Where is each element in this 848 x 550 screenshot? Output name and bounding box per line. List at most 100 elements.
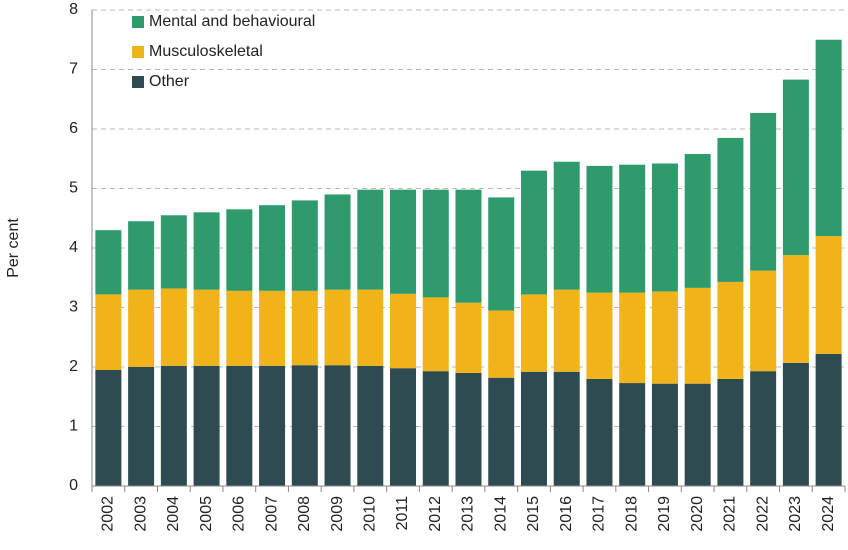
legend-label: Musculoskeletal <box>149 43 263 60</box>
bar-segment <box>782 362 809 486</box>
x-tick-label: 2019 <box>656 496 673 532</box>
bar-segment <box>357 189 384 290</box>
x-tick-label: 2006 <box>231 496 248 532</box>
bar-segment <box>422 297 449 372</box>
legend-label: Mental and behavioural <box>149 13 315 30</box>
bar-segment <box>619 164 646 293</box>
x-tick-label: 2004 <box>165 496 182 532</box>
x-tick-label: 2012 <box>427 496 444 532</box>
bar-segment <box>488 377 515 486</box>
bar-segment <box>488 310 515 378</box>
bar-segment <box>324 194 351 290</box>
bar-segment <box>488 197 515 311</box>
y-tick-label: 8 <box>69 1 78 18</box>
bar-segment <box>193 365 220 486</box>
bar-segment <box>815 353 842 486</box>
bar-segment <box>291 200 318 291</box>
bar-segment <box>128 367 155 486</box>
y-tick-label: 5 <box>69 180 78 197</box>
bar-segment <box>815 39 842 237</box>
y-tick-label: 2 <box>69 358 78 375</box>
bar-segment <box>684 287 711 384</box>
legend-swatch <box>132 76 144 88</box>
bar-segment <box>422 189 449 298</box>
x-tick-label: 2002 <box>100 496 117 532</box>
bar-segment <box>782 255 809 363</box>
x-tick-label: 2020 <box>689 496 706 532</box>
bar-segment <box>520 170 547 295</box>
bar-segment <box>324 289 351 366</box>
y-tick-label: 0 <box>69 477 78 494</box>
x-tick-label: 2007 <box>263 496 280 532</box>
bar-segment <box>226 209 253 291</box>
x-tick-label: 2011 <box>394 496 411 531</box>
x-tick-label: 2010 <box>362 496 379 532</box>
x-tick-label: 2023 <box>787 496 804 532</box>
bar-segment <box>95 294 122 370</box>
bar-segment <box>128 221 155 290</box>
y-tick-label: 6 <box>69 120 78 137</box>
bar-segment <box>390 189 417 294</box>
x-tick-label: 2003 <box>132 496 149 532</box>
bar-segment <box>422 371 449 486</box>
bar-segment <box>750 270 777 372</box>
legend-label: Other <box>149 73 190 90</box>
bar-segment <box>717 281 744 379</box>
bar-segment <box>128 289 155 367</box>
bar-segment <box>651 383 678 486</box>
bar-segment <box>259 205 286 291</box>
x-tick-label: 2017 <box>591 496 608 532</box>
bar-segment <box>553 161 580 290</box>
bar-segment <box>750 371 777 486</box>
x-tick-label: 2024 <box>820 496 837 532</box>
bar-segment <box>357 365 384 486</box>
bar-segment <box>324 365 351 486</box>
bar-segment <box>684 153 711 288</box>
bar-segment <box>619 383 646 486</box>
bar-segment <box>651 291 678 384</box>
bar-segment <box>815 236 842 354</box>
x-tick-label: 2005 <box>198 496 215 532</box>
bar-segment <box>750 112 777 271</box>
bar-segment <box>586 165 613 293</box>
x-tick-label: 2015 <box>525 496 542 532</box>
bar-segment <box>684 383 711 486</box>
bar-segment <box>619 292 646 384</box>
bar-segment <box>259 290 286 366</box>
bar-segment <box>160 288 187 366</box>
bar-segment <box>651 163 678 292</box>
x-tick-label: 2008 <box>296 496 313 532</box>
bar-segment <box>390 368 417 486</box>
bar-segment <box>553 371 580 486</box>
x-tick-label: 2022 <box>754 496 771 532</box>
x-tick-label: 2016 <box>558 496 575 532</box>
bar-segment <box>226 290 253 366</box>
bar-segment <box>160 215 187 289</box>
bar-segment <box>357 289 384 366</box>
bar-segment <box>226 365 253 486</box>
bar-segment <box>586 378 613 486</box>
bar-segment <box>95 369 122 486</box>
y-tick-label: 4 <box>69 239 78 256</box>
bar-segment <box>455 372 482 486</box>
bar-segment <box>455 189 482 303</box>
legend-swatch <box>132 46 144 58</box>
bar-segment <box>259 365 286 486</box>
x-tick-label: 2021 <box>722 496 739 532</box>
bar-segment <box>95 230 122 295</box>
bar-segment <box>193 289 220 366</box>
x-tick-label: 2014 <box>492 496 509 532</box>
y-axis-label: Per cent <box>5 218 22 278</box>
bar-segment <box>717 378 744 486</box>
bar-segment <box>390 293 417 369</box>
x-tick-label: 2013 <box>460 496 477 532</box>
x-tick-label: 2009 <box>329 496 346 532</box>
legend-swatch <box>132 16 144 28</box>
bar-segment <box>455 302 482 373</box>
bar-segment <box>586 292 613 379</box>
bar-segment <box>520 371 547 486</box>
x-tick-label: 2018 <box>623 496 640 532</box>
y-tick-label: 3 <box>69 299 78 316</box>
bar-segment <box>717 137 744 282</box>
